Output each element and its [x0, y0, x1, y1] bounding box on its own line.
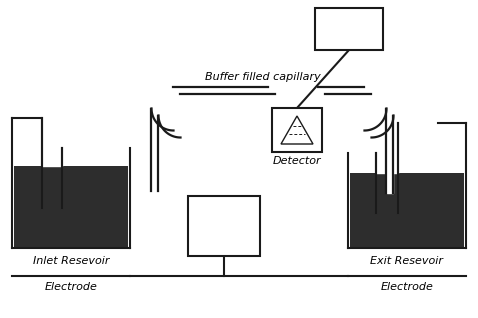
Text: Readout
Device: Readout Device — [326, 18, 372, 40]
Text: Electrode: Electrode — [44, 282, 98, 292]
Text: High
Voltage
Supply: High Voltage Supply — [203, 209, 245, 243]
Bar — [272, 108, 322, 152]
Text: Buffer filled capillary: Buffer filled capillary — [205, 72, 321, 82]
Text: Detector: Detector — [272, 156, 321, 166]
Text: Exit Resevoir: Exit Resevoir — [370, 256, 444, 266]
Text: Electrode: Electrode — [380, 282, 434, 292]
Bar — [188, 196, 260, 256]
Bar — [315, 8, 383, 50]
Text: Inlet Resevoir: Inlet Resevoir — [33, 256, 109, 266]
Bar — [14, 166, 128, 248]
Bar — [350, 173, 464, 248]
